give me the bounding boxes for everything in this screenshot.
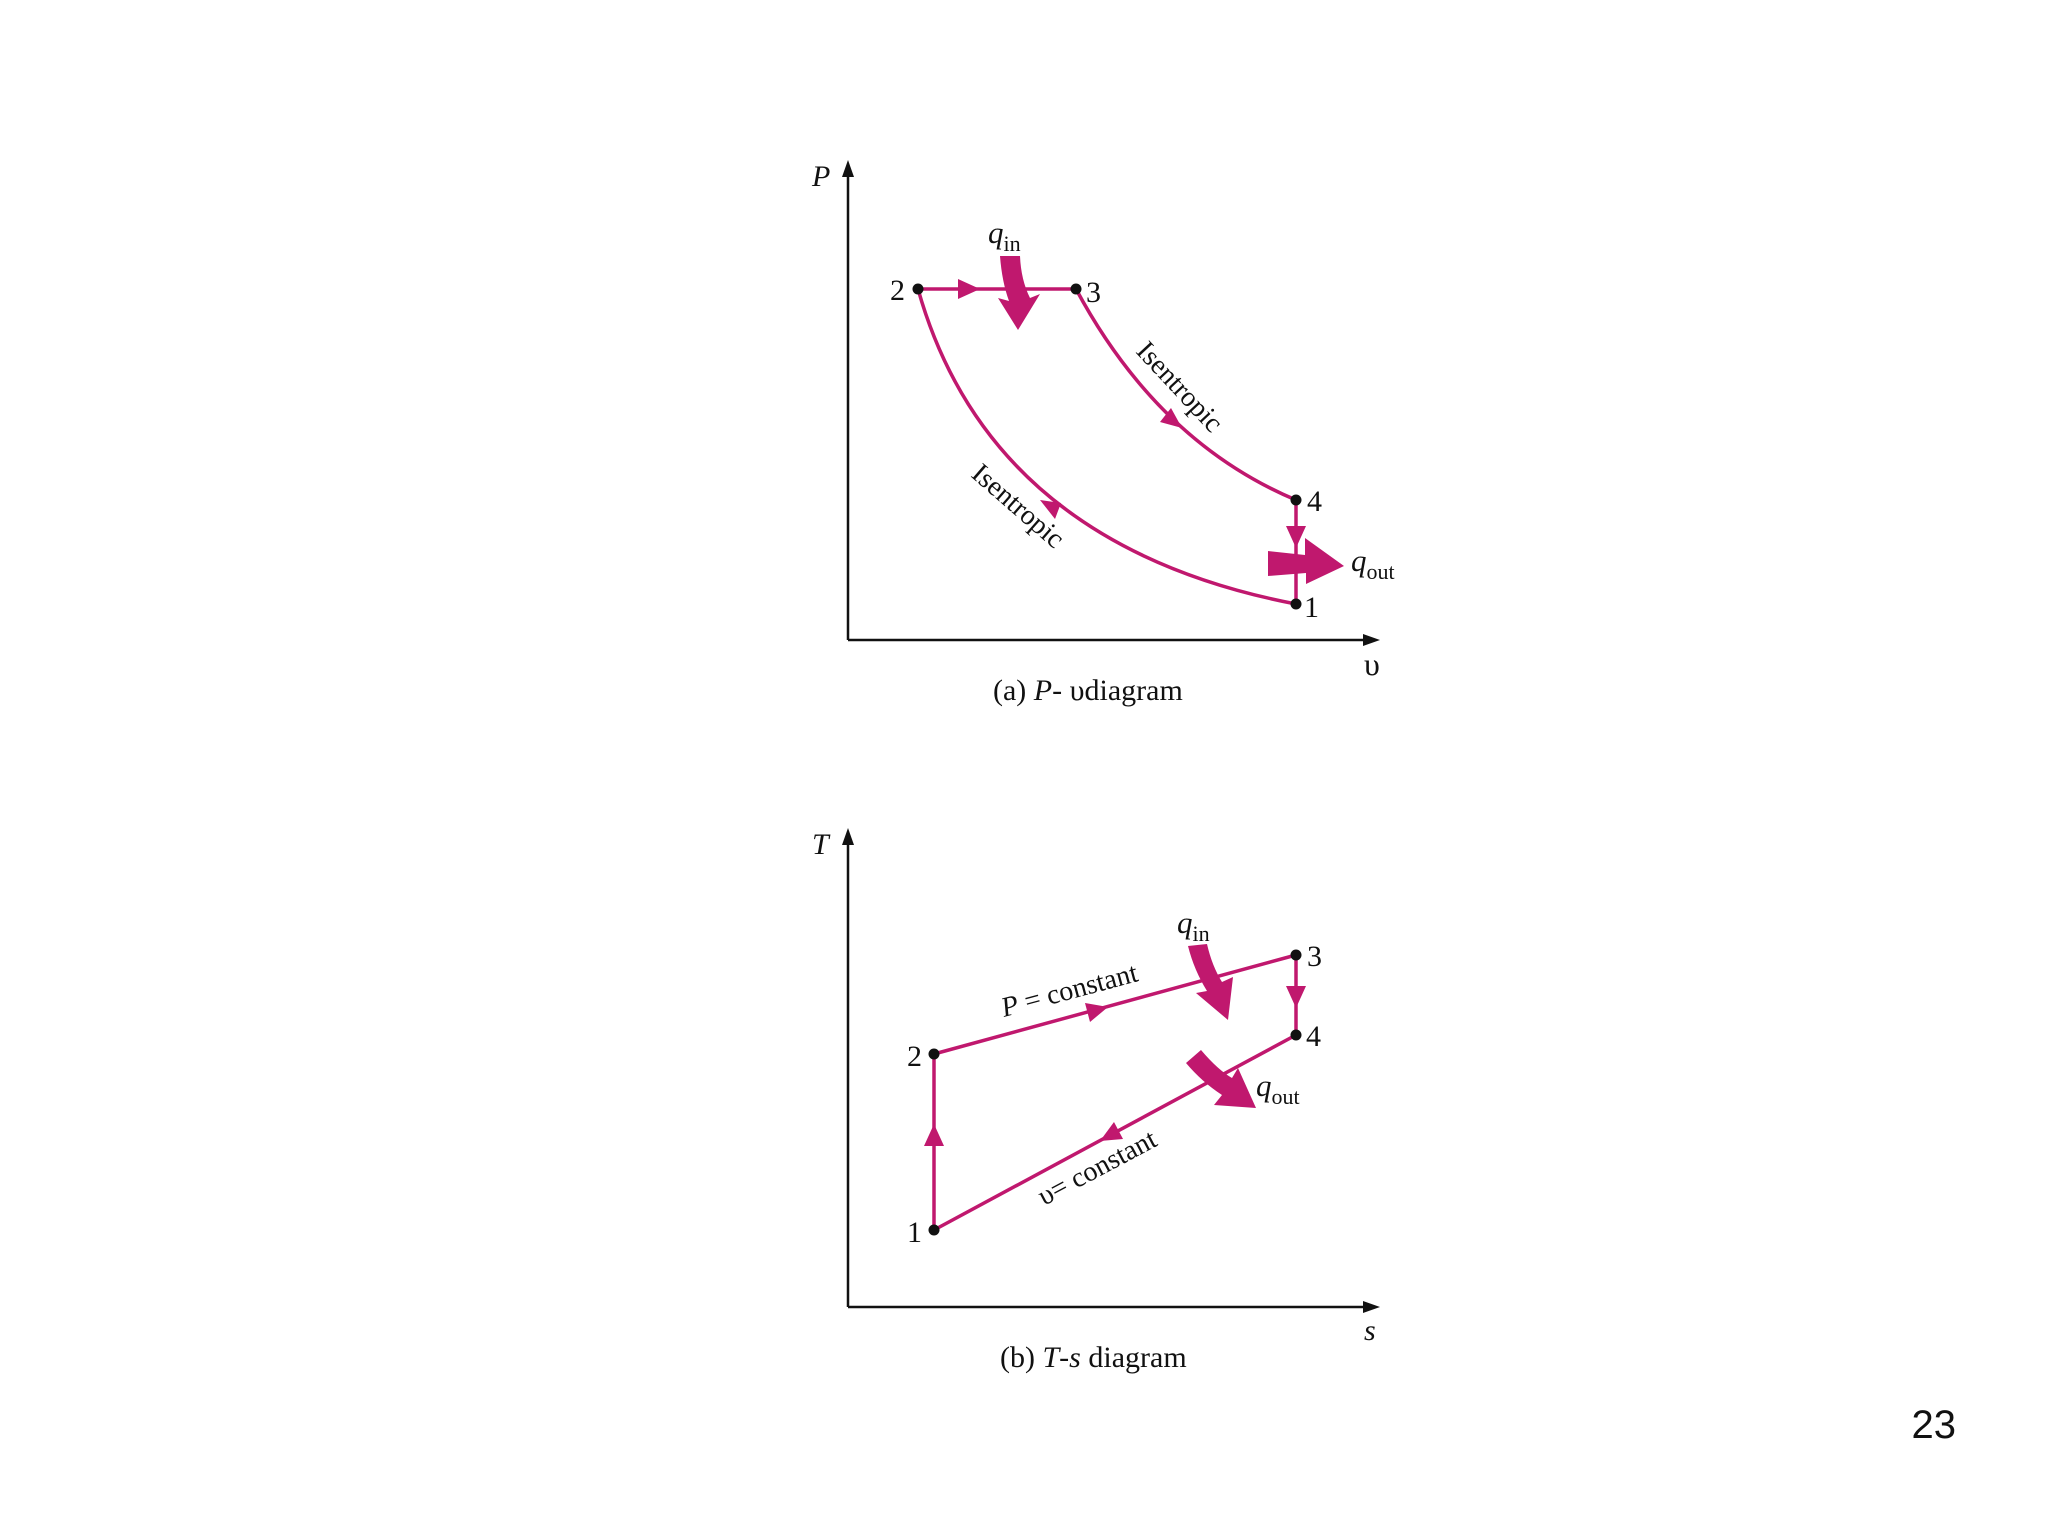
ts-process-2-3 [933, 953, 1297, 1056]
ts-y-axis-arrowhead [842, 828, 854, 845]
pv-point-2 [912, 283, 924, 295]
ts-point-1 [928, 1224, 940, 1236]
ts-caption-rest: diagram [1081, 1341, 1187, 1374]
pv-q-in-sub: in [1004, 231, 1021, 256]
ts-q-out-label: qout [1256, 1068, 1300, 1109]
pv-caption-rest: diagram [1084, 674, 1182, 707]
pv-arrow-1-2 [1040, 500, 1061, 519]
pv-axis-y-label: P [811, 160, 830, 193]
ts-arrow-2-3 [1085, 1003, 1108, 1022]
ts-q-in-sym: q [1177, 905, 1193, 940]
ts-axis-x-label: s [1364, 1314, 1376, 1347]
ts-axis-y-label: T [812, 828, 831, 861]
ts-arrow-1-2 [924, 1124, 944, 1146]
pv-process-1-2 [916, 288, 1297, 606]
page-number: 23 [1911, 1403, 1957, 1447]
pv-q-in-label: qin [988, 215, 1021, 256]
ts-q-in-sub: in [1193, 921, 1210, 946]
ts-caption-var: T [1042, 1341, 1061, 1374]
pv-arrow-4-1 [1286, 526, 1306, 548]
pv-caption-var: P [1033, 674, 1052, 707]
ts-point-1-label: 1 [907, 1216, 922, 1249]
pv-caption-var2: υ [1070, 674, 1085, 707]
ts-arrow-4-1 [1100, 1122, 1123, 1141]
ts-p-constant-label: P = constant [997, 957, 1142, 1024]
pv-caption: (a) P- υdiagram [993, 674, 1183, 707]
ts-q-in-label: qin [1177, 905, 1210, 946]
pv-arrow-2-3 [958, 279, 980, 299]
ts-point-2-label: 2 [907, 1040, 922, 1073]
pv-q-out-sub: out [1367, 559, 1395, 584]
ts-point-3-label: 3 [1307, 940, 1322, 973]
pv-caption-prefix: (a) [993, 674, 1034, 707]
ts-caption-dash: - [1059, 1341, 1069, 1374]
pv-q-in-arrow [998, 256, 1040, 330]
pv-x-axis-arrowhead [1363, 634, 1380, 646]
ts-point-4 [1290, 1029, 1302, 1041]
pv-arrow-3-4 [1160, 408, 1182, 428]
ts-q-in-arrow [1188, 944, 1233, 1020]
pv-axis-x-label: υ [1364, 646, 1380, 682]
pv-q-in-sym: q [988, 215, 1004, 250]
ts-q-out-arrow [1186, 1050, 1256, 1108]
pv-point-1-label: 1 [1304, 591, 1319, 624]
ts-v-constant-rest: = constant [1045, 1124, 1162, 1206]
pv-q-out-arrow [1268, 538, 1344, 584]
pv-point-4 [1290, 494, 1302, 506]
ts-arrow-3-4 [1286, 986, 1306, 1008]
ts-q-out-sub: out [1272, 1084, 1300, 1109]
pv-caption-dash: - [1052, 674, 1070, 707]
pv-q-out-sym: q [1351, 543, 1367, 578]
pv-q-out-label: qout [1351, 543, 1395, 584]
pv-point-4-label: 4 [1307, 485, 1322, 518]
pv-point-3 [1070, 283, 1082, 295]
ts-point-4-label: 4 [1306, 1020, 1321, 1053]
ts-caption: (b) T-s diagram [1000, 1341, 1187, 1374]
ts-caption-var2: s [1069, 1341, 1081, 1374]
ts-q-out-sym: q [1256, 1068, 1272, 1103]
ts-x-axis-arrowhead [1363, 1301, 1380, 1313]
pv-y-axis-arrowhead [842, 160, 854, 177]
ts-point-2 [928, 1048, 940, 1060]
ts-caption-prefix: (b) [1000, 1341, 1042, 1374]
pv-diagram: P υ 2 3 4 1 qin [811, 160, 1395, 707]
pv-point-3-label: 3 [1086, 276, 1101, 309]
ts-point-3 [1290, 949, 1302, 961]
pv-point-1 [1290, 598, 1302, 610]
pv-point-2-label: 2 [890, 274, 905, 307]
ts-p-constant-rest: = constant [1014, 957, 1141, 1019]
ts-diagram: T s 1 2 3 4 qin [812, 828, 1380, 1374]
